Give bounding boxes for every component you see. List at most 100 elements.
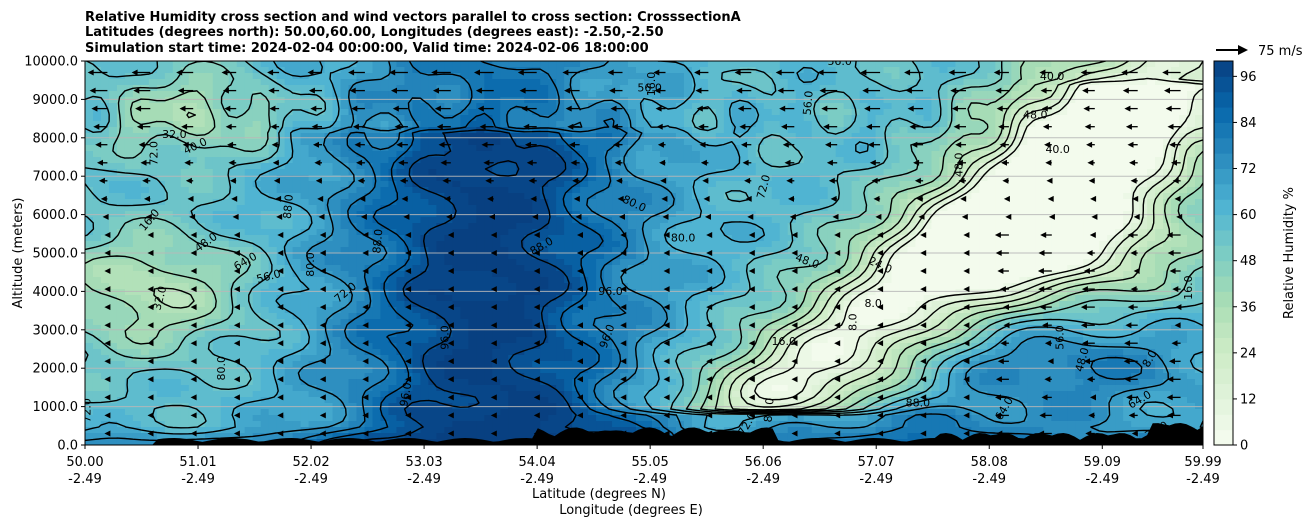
humidity-cell [412, 229, 421, 236]
humidity-cell [675, 199, 685, 206]
humidity-cell [108, 97, 118, 104]
humidity-cell [460, 91, 469, 98]
humidity-cell [1075, 235, 1084, 242]
humidity-cell [1051, 217, 1060, 224]
humidity-cell [492, 61, 501, 68]
humidity-cell [412, 145, 421, 152]
humidity-cell [795, 61, 805, 68]
humidity-cell [651, 121, 661, 128]
humidity-cell [396, 175, 406, 182]
humidity-cell [612, 151, 621, 158]
humidity-cell [596, 217, 605, 224]
humidity-cell [420, 73, 429, 80]
humidity-cell [1107, 163, 1116, 170]
humidity-cell [340, 229, 350, 236]
humidity-cell [915, 115, 925, 122]
humidity-cell [228, 247, 238, 254]
humidity-cell [564, 241, 573, 248]
humidity-cell [1147, 265, 1156, 272]
humidity-cell [1179, 91, 1188, 98]
humidity-cell [260, 217, 270, 224]
humidity-cell [1131, 67, 1140, 74]
humidity-cell [452, 271, 461, 278]
humidity-cell [340, 205, 350, 212]
humidity-cell [787, 103, 797, 110]
humidity-cell [1075, 199, 1084, 206]
humidity-cell [1027, 253, 1036, 260]
humidity-cell [292, 79, 302, 86]
humidity-cell [452, 253, 461, 260]
humidity-cell [1131, 145, 1140, 152]
humidity-cell [500, 187, 509, 194]
humidity-cell [260, 139, 270, 146]
humidity-cell [875, 91, 885, 98]
humidity-cell [651, 217, 661, 224]
humidity-cell [1027, 199, 1036, 206]
humidity-cell [188, 235, 198, 242]
humidity-cell [292, 247, 302, 254]
humidity-cell [412, 151, 421, 158]
humidity-cell [835, 199, 845, 206]
humidity-cell [172, 73, 182, 80]
humidity-cell [252, 193, 262, 200]
humidity-cell [156, 139, 166, 146]
humidity-cell [260, 229, 270, 236]
humidity-cell [771, 181, 781, 188]
humidity-cell [556, 199, 565, 206]
humidity-cell [1075, 253, 1084, 260]
humidity-cell [1115, 85, 1124, 92]
humidity-cell [220, 241, 230, 248]
humidity-cell [771, 235, 781, 242]
humidity-cell [484, 103, 493, 110]
humidity-cell [1091, 139, 1100, 146]
humidity-cell [460, 199, 469, 206]
humidity-cell [931, 139, 941, 146]
humidity-cell [636, 67, 645, 74]
humidity-cell [516, 133, 525, 140]
humidity-cell [396, 145, 406, 152]
humidity-cell [827, 193, 837, 200]
humidity-cell [971, 133, 980, 140]
humidity-cell [220, 139, 230, 146]
humidity-cell [1099, 91, 1108, 98]
humidity-cell [883, 133, 893, 140]
humidity-cell [340, 79, 350, 86]
humidity-cell [572, 97, 581, 104]
humidity-cell [244, 97, 254, 104]
humidity-cell [188, 103, 198, 110]
humidity-cell [803, 175, 813, 182]
humidity-cell [540, 229, 549, 236]
humidity-cell [827, 229, 837, 236]
humidity-cell [628, 91, 637, 98]
humidity-cell [1163, 109, 1172, 116]
humidity-cell [651, 73, 661, 80]
humidity-cell [452, 223, 461, 230]
humidity-cell [1123, 163, 1132, 170]
humidity-cell [891, 259, 901, 266]
humidity-cell [755, 97, 765, 104]
humidity-cell [140, 79, 150, 86]
humidity-cell [348, 85, 358, 92]
humidity-cell [691, 223, 701, 230]
humidity-cell [883, 139, 893, 146]
humidity-cell [1195, 247, 1203, 254]
humidity-cell [524, 199, 533, 206]
humidity-cell [300, 61, 310, 68]
humidity-cell [372, 175, 382, 182]
humidity-cell [276, 265, 286, 272]
humidity-cell [1131, 133, 1140, 140]
humidity-cell [524, 247, 533, 254]
humidity-cell [811, 205, 821, 212]
humidity-cell [659, 61, 669, 68]
humidity-cell [795, 163, 805, 170]
humidity-cell [979, 151, 988, 158]
humidity-cell [1067, 235, 1076, 242]
humidity-cell [252, 199, 262, 206]
humidity-cell [532, 199, 541, 206]
humidity-cell [428, 61, 437, 68]
humidity-cell [124, 133, 134, 140]
humidity-cell [612, 175, 621, 182]
humidity-cell [268, 97, 278, 104]
humidity-cell [771, 139, 781, 146]
humidity-cell [388, 253, 398, 260]
